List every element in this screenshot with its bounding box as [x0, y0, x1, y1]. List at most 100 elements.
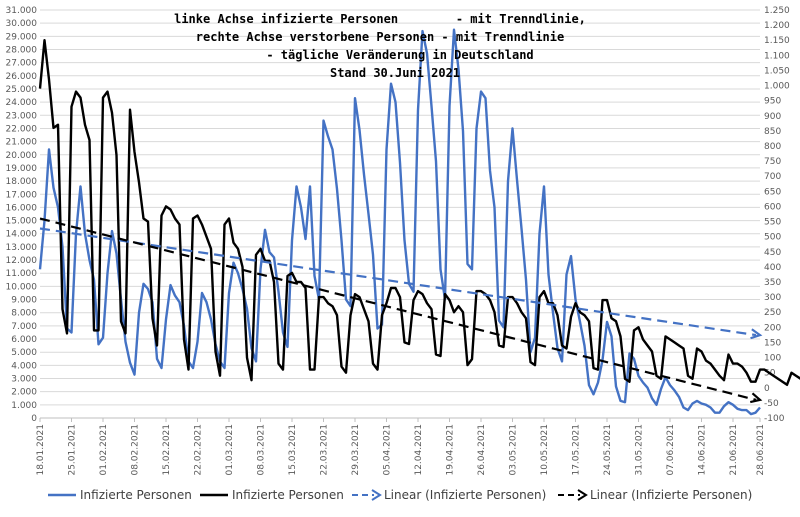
- x-tick-label: 08.02.2021: [131, 424, 141, 476]
- x-tick-label: 25.01.2021: [68, 424, 78, 476]
- left-tick-label: 28.000: [6, 45, 38, 55]
- right-tick-label: 150: [764, 338, 781, 348]
- right-tick-label: 250: [764, 308, 781, 318]
- series-lines: [38, 28, 800, 416]
- right-tick-label: 1.100: [764, 51, 790, 61]
- left-tick-label: 22.000: [6, 124, 38, 134]
- right-tick-label: 650: [764, 187, 781, 197]
- title-line-2: rechte Achse verstorbene Personen - mit …: [196, 30, 564, 44]
- left-tick-label: 8.000: [11, 309, 37, 319]
- right-tick-label: 850: [764, 127, 781, 137]
- title-line-3: - tägliche Veränderung in Deutschland: [266, 48, 533, 62]
- left-tick-label: 25.000: [6, 85, 38, 95]
- x-tick-label: 15.02.2021: [162, 424, 172, 476]
- right-tick-label: 1.250: [764, 6, 790, 16]
- x-tick-label: 24.05.2021: [603, 424, 613, 476]
- x-tick-label: 10.05.2021: [540, 424, 550, 476]
- title-line-1: linke Achse infizierte Personen - mit Tr…: [174, 12, 586, 26]
- left-tick-label: 4.000: [11, 361, 37, 371]
- right-tick-label: 400: [764, 263, 781, 273]
- left-y-axis: 0 1.000 2.000 3.000 4.000 5.000 6.000 7.000 8.00…: [6, 6, 38, 424]
- trendline-arrow-icon: [750, 328, 763, 340]
- left-tick-label: 3.000: [11, 375, 37, 385]
- x-tick-label: 08.03.2021: [257, 424, 267, 476]
- left-tick-label: 24.000: [6, 98, 38, 108]
- left-tick-label: 27.000: [6, 59, 38, 69]
- x-tick-label: 22.03.2021: [320, 424, 330, 476]
- right-tick-label: 750: [764, 157, 781, 167]
- left-tick-label: 30.000: [6, 19, 38, 29]
- left-tick-label: 13.000: [6, 243, 38, 253]
- left-tick-label: 31.000: [6, 6, 38, 16]
- right-tick-label: 100: [764, 354, 781, 364]
- title-line-4: Stand 30.Juni 2021: [330, 66, 460, 80]
- trendline-3: [39, 217, 757, 401]
- left-tick-label: 29.000: [6, 32, 38, 42]
- x-tick-label: 01.02.2021: [99, 424, 109, 476]
- x-tick-label: 19.04.2021: [446, 424, 456, 476]
- right-tick-label: 350: [764, 278, 781, 288]
- left-tick-label: 16.000: [6, 203, 38, 213]
- right-tick-label: 800: [764, 142, 781, 152]
- trendline-2: [39, 227, 757, 337]
- right-tick-label: 700: [764, 172, 781, 182]
- legend-label-linear-black: Linear (Infizierte Personen): [590, 488, 752, 502]
- left-tick-label: 21.000: [6, 138, 38, 148]
- x-tick-label: 03.05.2021: [509, 424, 519, 476]
- legend-label-linear-blue: Linear (Infizierte Personen): [384, 488, 546, 502]
- left-tick-label: 23.000: [6, 111, 38, 121]
- left-tick-label: 20.000: [6, 151, 38, 161]
- legend-arrow-black-icon: [577, 489, 588, 501]
- legend-arrow-blue-icon: [371, 489, 382, 501]
- right-tick-label: 1.000: [764, 82, 790, 92]
- left-tick-label: 12.000: [6, 256, 38, 266]
- right-tick-label: 1.150: [764, 36, 790, 46]
- right-tick-label: -100: [764, 414, 785, 424]
- x-tick-label: 14.06.2021: [698, 424, 708, 476]
- right-tick-label: 1.200: [764, 21, 790, 31]
- right-tick-label: 450: [764, 248, 781, 258]
- x-axis: 18.01.2021 25.01.2021 01.02.2021 08.02.2021…: [36, 417, 766, 476]
- left-tick-label: 6.000: [11, 335, 37, 345]
- series-line-1: [38, 39, 800, 386]
- left-tick-label: 26.000: [6, 72, 38, 82]
- right-tick-label: 600: [764, 202, 781, 212]
- x-tick-label: 29.03.2021: [351, 424, 361, 476]
- x-tick-label: 21.06.2021: [729, 424, 739, 476]
- x-tick-label: 22.02.2021: [194, 424, 204, 476]
- x-tick-label: 18.01.2021: [36, 424, 46, 476]
- x-tick-label: 31.05.2021: [635, 424, 645, 476]
- right-y-axis: -100-50050100150200250300350400450500550…: [764, 6, 790, 424]
- left-tick-label: 9.000: [11, 296, 37, 306]
- right-tick-label: 950: [764, 97, 781, 107]
- right-tick-label: 900: [764, 112, 781, 122]
- series-line-0: [38, 28, 761, 416]
- left-tick-label: 5.000: [11, 348, 37, 358]
- x-tick-label: 15.03.2021: [288, 424, 298, 476]
- left-tick-label: 0: [31, 414, 37, 424]
- x-tick-label: 05.04.2021: [383, 424, 393, 476]
- right-tick-label: 500: [764, 233, 781, 243]
- left-tick-label: 7.000: [11, 322, 37, 332]
- right-tick-label: 300: [764, 293, 781, 303]
- legend-label-infizierte-blue: Infizierte Personen: [80, 488, 192, 502]
- left-tick-label: 14.000: [6, 230, 38, 240]
- left-tick-label: 19.000: [6, 164, 38, 174]
- right-tick-label: 200: [764, 323, 781, 333]
- right-tick-label: -50: [764, 399, 779, 409]
- x-tick-label: 26.04.2021: [477, 424, 487, 476]
- x-tick-label: 01.03.2021: [225, 424, 235, 476]
- chart-title: linke Achse infizierte Personen - mit Tr…: [174, 12, 586, 80]
- right-tick-label: 550: [764, 218, 781, 228]
- x-tick-label: 28.06.2021: [756, 424, 766, 476]
- left-tick-label: 17.000: [6, 190, 38, 200]
- trendline-arrow-icon: [750, 392, 763, 404]
- left-tick-label: 11.000: [6, 269, 38, 279]
- x-tick-label: 07.06.2021: [666, 424, 676, 476]
- legend: Infizierte Personen Infizierte Personen …: [48, 488, 752, 502]
- right-tick-label: 1.050: [764, 66, 790, 76]
- left-tick-label: 2.000: [11, 388, 37, 398]
- left-tick-label: 18.000: [6, 177, 38, 187]
- x-tick-label: 12.04.2021: [414, 424, 424, 476]
